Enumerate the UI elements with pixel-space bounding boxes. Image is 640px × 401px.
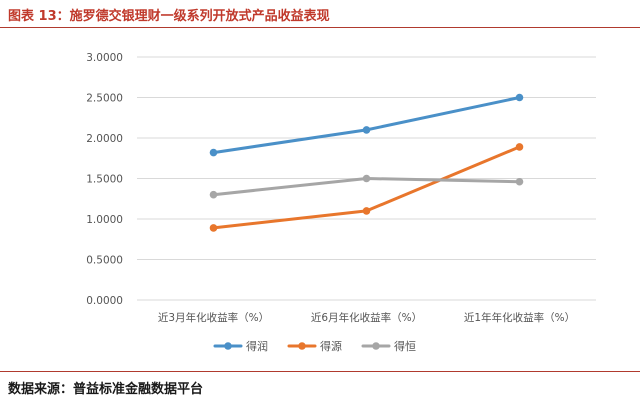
legend-swatch-marker (298, 342, 306, 350)
data-point-series-1 (362, 126, 371, 134)
y-tick-label: 0.5000 (86, 255, 123, 267)
line-chart: 0.0000 0.5000 1.0000 1.5000 2.0000 2.5000 3.00… (86, 52, 596, 353)
legend-label: 得恒 (394, 340, 416, 353)
x-category-label: 近3月年化收益率（%） (158, 311, 269, 324)
y-tick-label: 1.5000 (86, 174, 123, 186)
bottom-rule (0, 371, 640, 372)
data-point-series-3 (362, 174, 371, 183)
series-line-1 (212, 96, 521, 155)
data-point-series-1 (209, 148, 218, 157)
data-point-series-2 (362, 207, 371, 215)
data-point-series-2 (209, 224, 218, 232)
y-tick-label: 1.0000 (86, 214, 123, 226)
data-point-series-3 (209, 190, 218, 199)
data-point-series-2 (515, 143, 524, 151)
legend-swatch-marker (372, 342, 380, 350)
y-tick-label: 2.5000 (86, 93, 123, 105)
data-point-series-3 (515, 177, 524, 186)
figure-title: 图表 13：施罗德交银理财一级系列开放式产品收益表现 (8, 9, 330, 24)
series-line-2 (212, 145, 521, 230)
y-tick-label: 2.0000 (86, 133, 123, 145)
legend-swatch-marker (224, 342, 232, 350)
y-tick-label: 0.0000 (86, 295, 123, 307)
y-tick-label: 3.0000 (86, 52, 123, 64)
legend-label: 得润 (246, 339, 268, 353)
x-category-label: 近6月年化收益率（%） (311, 311, 422, 324)
legend-label: 得源 (320, 339, 342, 353)
data-point-series-1 (515, 93, 524, 102)
top-rule (0, 27, 640, 28)
source-note: 数据来源：普益标准金融数据平台 (8, 382, 204, 397)
x-category-label: 近1年年化收益率（%） (464, 311, 575, 324)
